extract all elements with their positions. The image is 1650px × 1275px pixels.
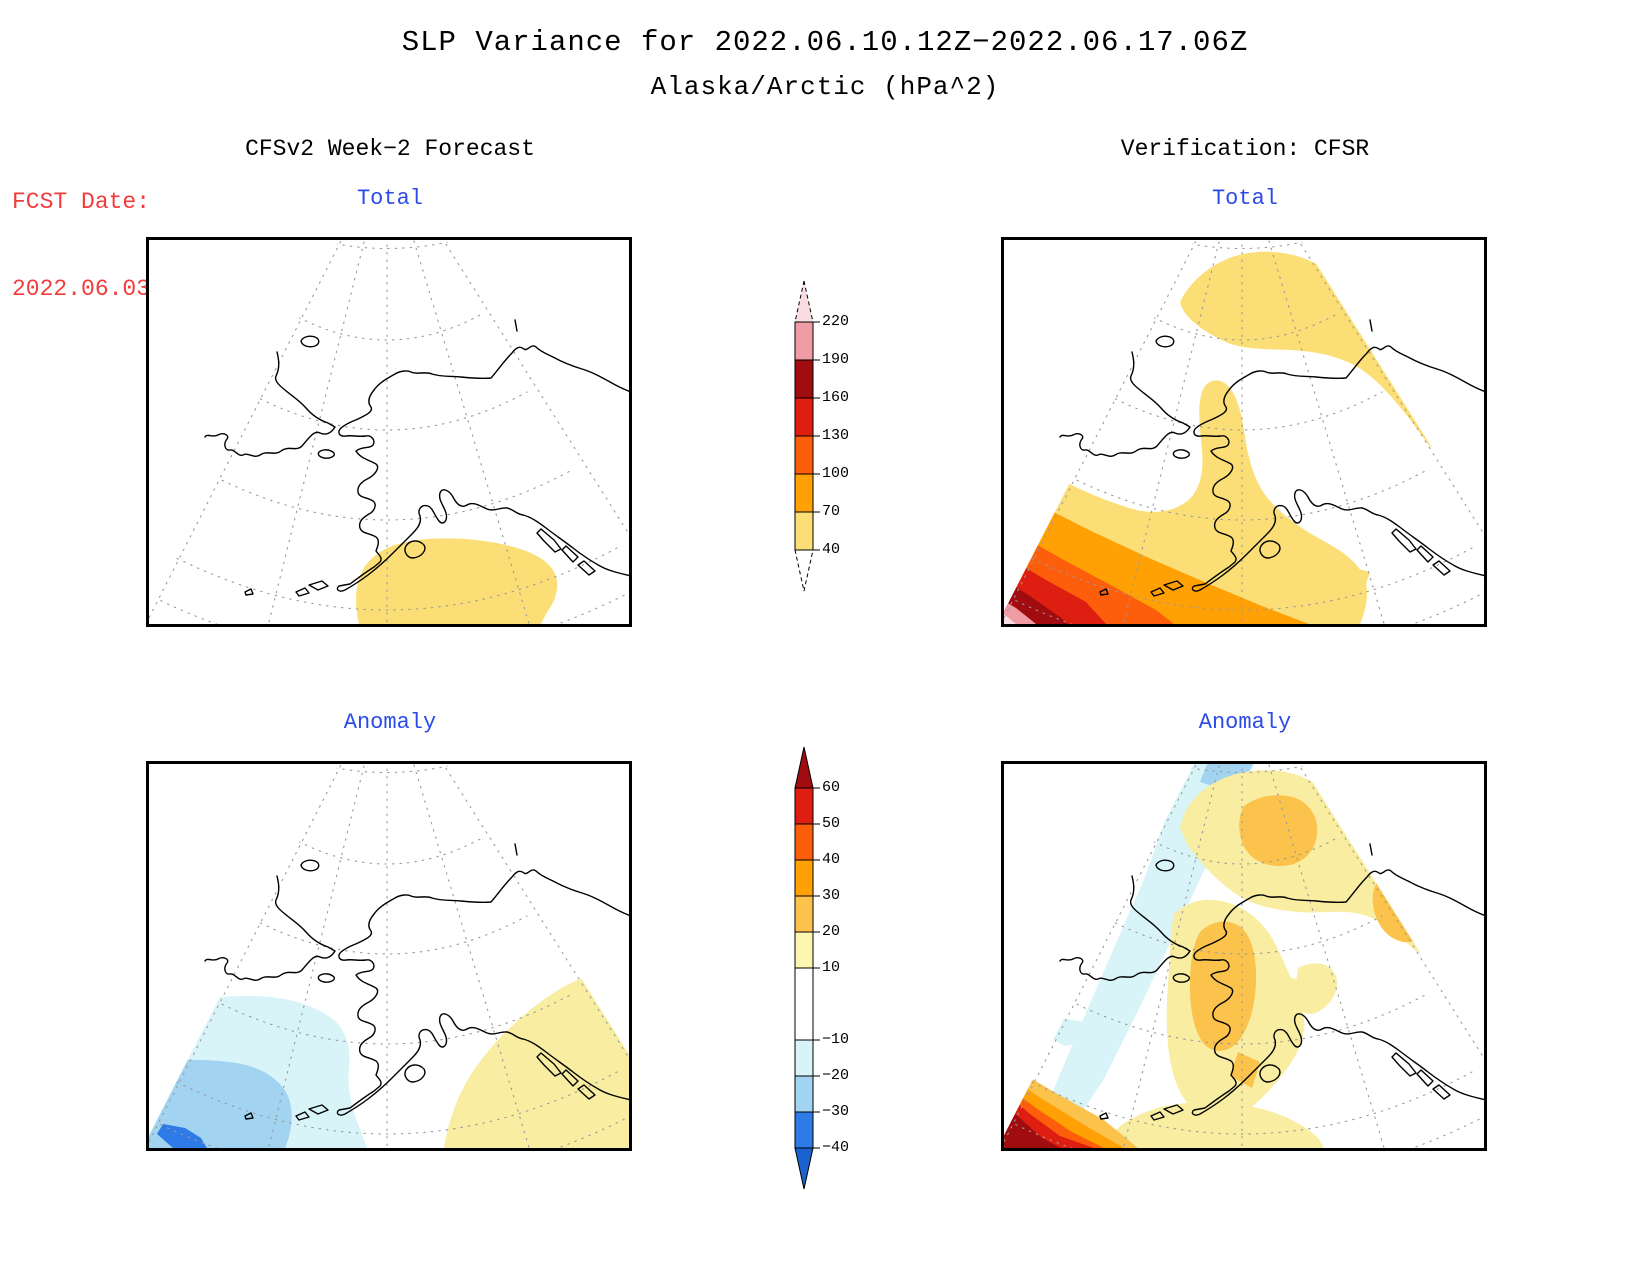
cb-anomaly-tick: 60: [822, 779, 841, 796]
map-verification-total: [1004, 240, 1484, 624]
cb-anomaly-tick: −10: [822, 1031, 850, 1048]
colorbar-anomaly: [794, 746, 820, 1190]
figure-title: SLP Variance for 2022.06.10.12Z−2022.06.…: [401, 26, 1249, 59]
cb-anomaly-tick: 30: [822, 887, 841, 904]
panel-title-verification-anomaly: Anomaly: [1198, 710, 1292, 735]
contour-fills: [356, 538, 558, 624]
colorbar-total: [794, 280, 820, 592]
cb-anomaly-tick: 50: [822, 815, 841, 832]
column-header-verification: Verification: CFSR: [1120, 136, 1370, 162]
cb-anomaly-tick: −20: [822, 1067, 850, 1084]
cb-total-tick: 100: [822, 465, 850, 482]
panel-title-forecast-total: Total: [356, 186, 423, 211]
forecast-date-label: FCST Date:: [12, 189, 151, 215]
colorbar-total-segments: [794, 321, 814, 551]
map-panel-forecast-anomaly: [146, 761, 632, 1151]
figure-subtitle: Alaska/Arctic (hPa^2): [650, 72, 1000, 102]
colorbar-total-ticks: [813, 321, 820, 551]
map-verification-anomaly: [1004, 764, 1484, 1148]
contour-fills: [1004, 764, 1440, 1148]
column-header-forecast: CFSv2 Week−2 Forecast: [245, 136, 535, 162]
forecast-date-value: 2022.06.03: [12, 276, 151, 302]
cb-anomaly-tick: 40: [822, 851, 841, 868]
cb-total-tick: 220: [822, 313, 850, 330]
forecast-date-block: FCST Date: 2022.06.03: [12, 130, 150, 362]
cb-total-tick: 160: [822, 389, 850, 406]
colorbar-anomaly-bottom-arrow: [794, 1147, 814, 1190]
cb-anomaly-tick: −30: [822, 1103, 850, 1120]
cb-total-tick: 40: [822, 541, 841, 558]
colorbar-anomaly-segments: [794, 787, 814, 1149]
map-forecast-anomaly: [149, 764, 629, 1148]
cb-total-tick: 70: [822, 503, 841, 520]
contour-fills: [149, 968, 629, 1148]
map-panel-verification-anomaly: [1001, 761, 1487, 1151]
colorbar-total-top-arrow: [794, 280, 814, 323]
colorbar-anomaly-top-arrow: [794, 746, 814, 789]
cb-anomaly-tick: −40: [822, 1139, 850, 1156]
map-forecast-total: [149, 240, 629, 624]
cb-anomaly-tick: 10: [822, 959, 841, 976]
cb-total-tick: 130: [822, 427, 850, 444]
map-panel-forecast-total: [146, 237, 632, 627]
contour-fills: [1004, 251, 1438, 624]
colorbar-total-bottom-arrow: [794, 549, 814, 592]
colorbar-anomaly-ticks: [813, 787, 820, 1149]
cb-anomaly-tick: 20: [822, 923, 841, 940]
panel-title-verification-total: Total: [1211, 186, 1278, 211]
cb-total-tick: 190: [822, 351, 850, 368]
panel-title-forecast-anomaly: Anomaly: [343, 710, 437, 735]
map-panel-verification-total: [1001, 237, 1487, 627]
